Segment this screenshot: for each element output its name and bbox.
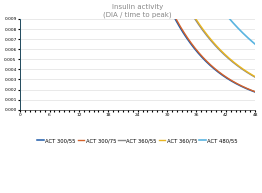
- ACT 300/55: [19, 109, 22, 111]
- Line: ACT 300/75: ACT 300/75: [20, 0, 255, 110]
- Legend: ACT 300/55, ACT 300/75, ACT 360/55, ACT 360/75, ACT 480/55: ACT 300/55, ACT 300/75, ACT 360/55, ACT …: [35, 136, 240, 145]
- ACT 360/55: [254, 76, 257, 78]
- ACT 300/75: [224, 75, 227, 78]
- ACT 360/75: [19, 109, 22, 111]
- ACT 480/55: [19, 109, 22, 111]
- ACT 360/75: [249, 73, 252, 75]
- ACT 300/55: [224, 76, 227, 78]
- ACT 300/75: [249, 89, 252, 91]
- Line: ACT 480/55: ACT 480/55: [20, 0, 255, 110]
- ACT 480/55: [249, 39, 252, 41]
- ACT 360/55: [249, 73, 252, 76]
- ACT 480/55: [224, 13, 227, 15]
- ACT 360/75: [254, 75, 257, 78]
- Line: ACT 360/55: ACT 360/55: [20, 0, 255, 110]
- ACT 300/55: [249, 89, 252, 91]
- ACT 360/55: [224, 54, 227, 57]
- ACT 360/55: [19, 109, 22, 111]
- ACT 480/55: [254, 43, 257, 45]
- ACT 360/75: [224, 53, 227, 56]
- Title: Insulin activity
(DIA / time to peak): Insulin activity (DIA / time to peak): [103, 4, 172, 18]
- ACT 300/75: [19, 109, 22, 111]
- ACT 300/55: [254, 91, 257, 93]
- Line: ACT 360/75: ACT 360/75: [20, 0, 255, 110]
- Line: ACT 300/55: ACT 300/55: [20, 0, 255, 110]
- ACT 300/75: [254, 91, 257, 93]
